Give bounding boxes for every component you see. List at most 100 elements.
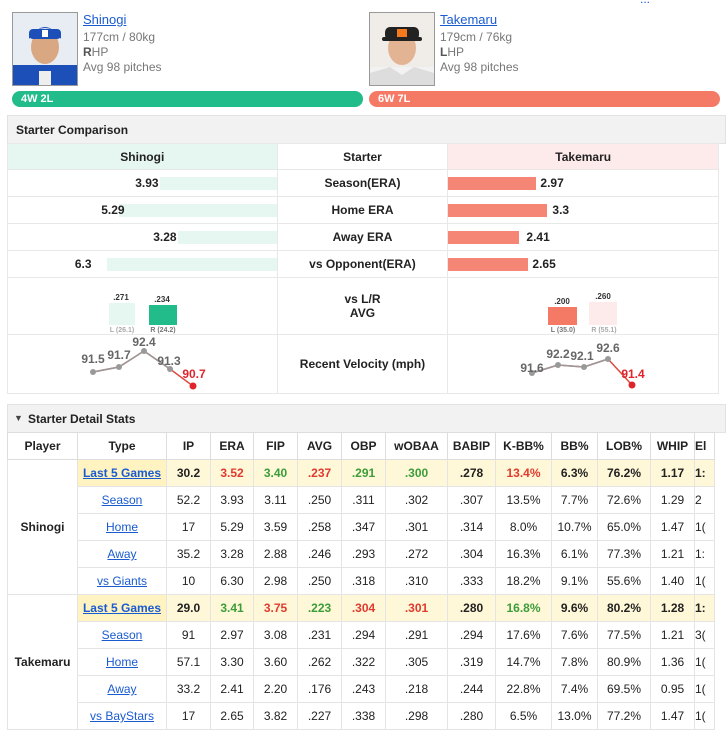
type-link-text[interactable]: vs BayStars <box>89 709 155 723</box>
stat-cell: 1: <box>694 594 715 622</box>
type-link[interactable]: Last 5 Games <box>77 459 167 487</box>
col-el[interactable]: El <box>694 432 715 460</box>
lr-left-R-bar <box>149 305 177 325</box>
detail-stats-table: Player Type IP ERA FIP AVG OBP wOBAA BAB… <box>7 432 715 730</box>
table-row: Away 33.2 2.41 2.20.176.243.218.244 22.8% 7.4… <box>8 675 715 703</box>
collapse-triangle-icon[interactable]: ▼ <box>14 413 23 423</box>
velocity-label: 90.7 <box>182 367 206 381</box>
stat-cell: 80.9% <box>597 648 651 676</box>
type-link-text[interactable]: vs Giants <box>96 574 147 588</box>
stat-cell: .218 <box>385 675 448 703</box>
stat-cell: .278 <box>447 459 496 487</box>
pitcher-name-right[interactable]: Takemaru <box>440 12 498 27</box>
right-bar <box>448 177 537 190</box>
col-lob[interactable]: LOB% <box>597 432 651 460</box>
stat-cell: 10.7% <box>551 513 598 541</box>
stat-cell: .176 <box>297 675 342 703</box>
col-type[interactable]: Type <box>77 432 167 460</box>
col-era[interactable]: ERA <box>210 432 254 460</box>
type-link-text[interactable]: Season <box>101 493 143 507</box>
type-link-text[interactable]: Last 5 Games <box>82 601 162 615</box>
lr-right-R-label: R (55.1) <box>592 327 617 334</box>
top-link[interactable]: ... <box>640 0 650 6</box>
stat-cell: 77.5% <box>597 621 651 649</box>
stat-cell: 9.6% <box>551 594 598 622</box>
stat-cell: 1.40 <box>650 567 695 595</box>
col-wobaa[interactable]: wOBAA <box>385 432 448 460</box>
type-link-text[interactable]: Last 5 Games <box>82 466 162 480</box>
stat-cell: 1( <box>694 513 715 541</box>
stat-cell: 1.47 <box>650 513 695 541</box>
velocity-label: 92.2 <box>547 347 571 361</box>
stat-cell: .237 <box>297 459 342 487</box>
col-avg[interactable]: AVG <box>297 432 342 460</box>
section-title: Starter Detail Stats <box>28 412 136 426</box>
type-link[interactable]: vs BayStars <box>77 702 167 730</box>
col-babip[interactable]: BABIP <box>447 432 496 460</box>
pitcher-name-left[interactable]: Shinogi <box>83 12 127 27</box>
lr-right-L-label: L (35.0) <box>551 327 575 334</box>
type-link-text[interactable]: Home <box>105 655 138 669</box>
velocity-right-cell: 91.6 92.2 92.1 92.6 91.4 <box>447 334 719 394</box>
stat-cell: 16.8% <box>495 594 552 622</box>
stat-cell: 3.40 <box>253 459 298 487</box>
stat-cell: 13.5% <box>495 486 552 514</box>
left-value: 3.28 <box>153 230 177 244</box>
lr-left-R-value: .234 <box>154 295 170 304</box>
stat-cell: 1.36 <box>650 648 695 676</box>
col-whip[interactable]: WHIP <box>650 432 695 460</box>
pitcher-photo-left <box>12 12 78 86</box>
stat-cell: 18.2% <box>495 567 552 595</box>
col-obp[interactable]: OBP <box>341 432 386 460</box>
col-bb[interactable]: BB% <box>551 432 598 460</box>
pitcher-info-left: 177cm / 80kg RHP Avg 98 pitches <box>83 30 162 75</box>
velocity-point <box>167 366 173 372</box>
pitcher-info-right: 179cm / 76kg LHP Avg 98 pitches <box>440 30 519 75</box>
type-link-text[interactable]: Away <box>107 682 137 696</box>
col-k-bb[interactable]: K-BB% <box>495 432 552 460</box>
type-link-text[interactable]: Home <box>105 520 138 534</box>
stat-cell: 33.2 <box>166 675 211 703</box>
stat-cell: 69.5% <box>597 675 651 703</box>
comparison-header-right: Takemaru <box>447 143 719 170</box>
stat-cell: 10 <box>166 567 211 595</box>
velocity-label: 92.6 <box>597 341 621 355</box>
starter-detail-header[interactable]: ▼ Starter Detail Stats <box>7 404 726 433</box>
col-player[interactable]: Player <box>7 432 78 460</box>
comparison-right-cell: 2.97 <box>447 169 719 197</box>
stat-cell: 77.3% <box>597 540 651 568</box>
comparison-right-cell: 2.65 <box>447 250 719 278</box>
stat-cell: 22.8% <box>495 675 552 703</box>
stat-cell: 6.1% <box>551 540 598 568</box>
stat-cell: 2.88 <box>253 540 298 568</box>
stat-cell: .244 <box>447 675 496 703</box>
type-link[interactable]: Away <box>77 540 167 568</box>
type-link[interactable]: Season <box>77 621 167 649</box>
type-link[interactable]: Home <box>77 648 167 676</box>
right-bar <box>448 231 520 244</box>
stat-cell: 3.08 <box>253 621 298 649</box>
stat-cell: 3.30 <box>210 648 254 676</box>
stat-cell: .301 <box>385 513 448 541</box>
type-link-text[interactable]: Season <box>101 628 143 642</box>
type-link[interactable]: vs Giants <box>77 567 167 595</box>
comparison-row: 6.3 vs Opponent(ERA) 2.65 <box>7 250 719 278</box>
stat-cell: 5.29 <box>210 513 254 541</box>
left-value: 6.3 <box>74 257 92 271</box>
velocity-left-cell: 91.5 91.7 92.4 91.3 90.7 <box>7 334 278 394</box>
lr-left-R-label: R (24.2) <box>150 327 175 334</box>
type-link-text[interactable]: Away <box>107 547 137 561</box>
stat-cell: 3.75 <box>253 594 298 622</box>
stat-cell: 13.0% <box>551 702 598 730</box>
stat-cell: .304 <box>341 594 386 622</box>
stat-cell: 57.1 <box>166 648 211 676</box>
stat-cell: 80.2% <box>597 594 651 622</box>
right-bar <box>448 258 529 271</box>
type-link[interactable]: Last 5 Games <box>77 594 167 622</box>
col-ip[interactable]: IP <box>166 432 211 460</box>
type-link[interactable]: Season <box>77 486 167 514</box>
type-link[interactable]: Away <box>77 675 167 703</box>
type-link[interactable]: Home <box>77 513 167 541</box>
col-fip[interactable]: FIP <box>253 432 298 460</box>
stat-cell: 1.47 <box>650 702 695 730</box>
